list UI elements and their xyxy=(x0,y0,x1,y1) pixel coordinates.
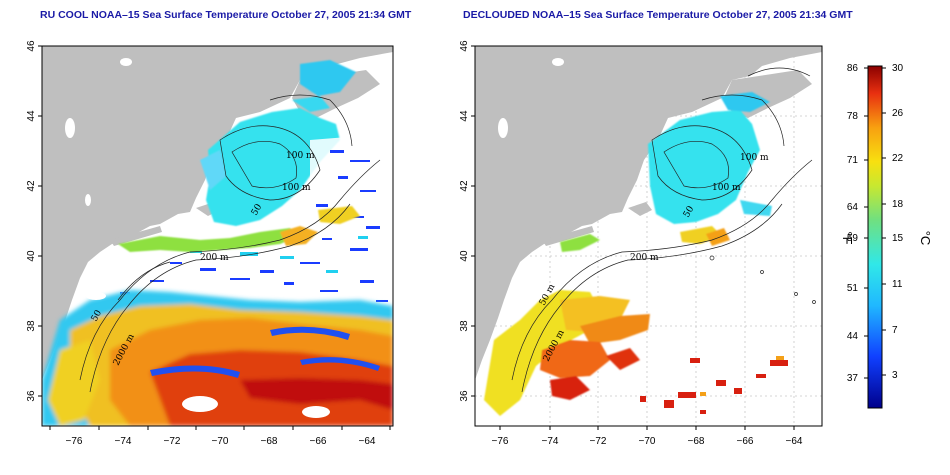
celsius-tick: 22 xyxy=(892,153,904,164)
right-y-axis-ticks: 46 44 42 40 38 36 xyxy=(459,40,470,402)
y-tick-label: 36 xyxy=(459,390,470,402)
y-tick-label: 38 xyxy=(26,320,37,332)
y-tick-label: 46 xyxy=(459,40,470,52)
fahrenheit-tick: 37 xyxy=(847,373,859,384)
y-tick-label: 38 xyxy=(459,320,470,332)
x-tick-label: −68 xyxy=(261,436,278,447)
y-tick-label: 36 xyxy=(26,390,37,402)
x-tick-label: −68 xyxy=(688,436,705,447)
contour-label: 100 m xyxy=(282,183,311,193)
y-tick-label: 42 xyxy=(459,180,470,192)
left-y-axis-ticks: 46 44 42 40 38 36 xyxy=(26,40,37,402)
right-bathymetry-contours xyxy=(511,67,813,393)
x-tick-label: −64 xyxy=(786,436,803,447)
celsius-tick: 18 xyxy=(892,199,904,210)
contour-label: 50 xyxy=(90,308,104,323)
x-tick-label: −74 xyxy=(542,436,559,447)
right-x-axis-ticks: −76 −74 −72 −70 −68 −66 −64 xyxy=(492,436,803,447)
celsius-tick: 3 xyxy=(892,370,898,381)
contour-label: 100 m xyxy=(286,151,315,161)
x-tick-label: −70 xyxy=(212,436,229,447)
y-tick-label: 44 xyxy=(459,110,470,122)
fahrenheit-tick: 71 xyxy=(847,155,859,166)
x-tick-label: −72 xyxy=(590,436,607,447)
x-tick-label: −72 xyxy=(164,436,181,447)
left-map-panel xyxy=(41,45,394,427)
y-tick-label: 40 xyxy=(26,250,37,262)
contour-label: 200 m xyxy=(630,253,659,263)
fahrenheit-tick: 44 xyxy=(847,331,859,342)
celsius-tick: 26 xyxy=(892,108,904,119)
celsius-tick: 15 xyxy=(892,233,904,244)
fahrenheit-unit-label: °F xyxy=(840,231,855,244)
right-map-panel xyxy=(474,45,823,427)
contour-label: 200 m xyxy=(200,253,229,263)
left-x-axis-ticks: −76 −74 −72 −70 −68 −66 −64 xyxy=(66,436,376,447)
celsius-unit-label: °C xyxy=(918,231,933,246)
left-bathymetry-contours xyxy=(79,94,381,393)
x-tick-label: −66 xyxy=(737,436,754,447)
x-tick-label: −74 xyxy=(115,436,132,447)
y-tick-label: 46 xyxy=(26,40,37,52)
celsius-tick: 11 xyxy=(892,279,903,290)
fahrenheit-tick: 78 xyxy=(847,111,859,122)
celsius-tick: 30 xyxy=(892,63,904,74)
colorbar: 86 78 71 64 59 51 44 37 30 26 22 18 15 1… xyxy=(840,63,933,409)
x-tick-label: −76 xyxy=(492,436,509,447)
fahrenheit-tick: 64 xyxy=(847,202,859,213)
right-map-title: DECLOUDED NOAA–15 Sea Surface Temperatur… xyxy=(463,9,853,21)
contour-label: 100 m xyxy=(712,183,741,193)
y-tick-label: 44 xyxy=(26,110,37,122)
x-tick-label: −76 xyxy=(66,436,83,447)
celsius-tick: 7 xyxy=(892,325,898,336)
y-tick-label: 42 xyxy=(26,180,37,192)
left-map-title: RU COOL NOAA–15 Sea Surface Temperature … xyxy=(40,9,412,21)
x-tick-label: −64 xyxy=(359,436,376,447)
x-tick-label: −70 xyxy=(639,436,656,447)
land-mass xyxy=(42,46,393,380)
land-mass xyxy=(475,46,822,380)
colorbar-fahrenheit-ticks: 86 78 71 64 59 51 44 37 xyxy=(847,63,859,384)
fahrenheit-tick: 51 xyxy=(847,283,859,294)
y-tick-label: 40 xyxy=(459,250,470,262)
x-tick-label: −66 xyxy=(310,436,327,447)
contour-label: 100 m xyxy=(740,153,769,163)
colorbar-gradient xyxy=(867,65,883,409)
fahrenheit-tick: 59 xyxy=(847,233,859,244)
fahrenheit-tick: 86 xyxy=(847,63,859,74)
colorbar-celsius-ticks: 30 26 22 18 15 11 7 3 xyxy=(892,63,904,381)
